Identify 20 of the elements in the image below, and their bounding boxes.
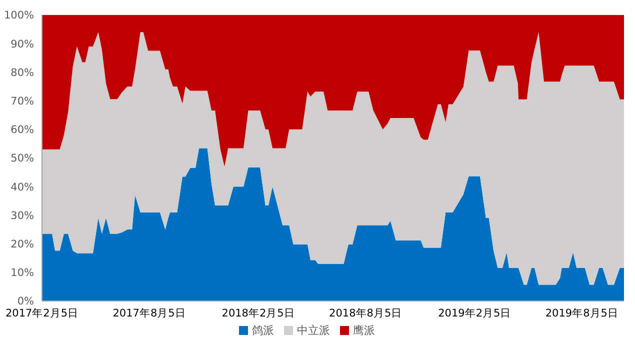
- y-tick-label: 60%: [10, 124, 34, 136]
- x-tick-label: 2019年2月5日: [438, 307, 512, 320]
- y-tick-label: 100%: [4, 10, 34, 22]
- y-tick-label: 30%: [10, 210, 34, 222]
- y-tick-label: 90%: [10, 38, 34, 50]
- legend-label: 中立派: [297, 324, 330, 337]
- y-tick-label: 40%: [10, 181, 34, 194]
- x-tick-label: 2019年8月5日: [545, 307, 618, 320]
- x-tick-label: 2018年2月5日: [222, 307, 295, 320]
- y-tick-label: 10%: [10, 267, 34, 280]
- y-tick-label: 80%: [10, 66, 34, 79]
- y-tick-label: 50%: [10, 152, 34, 165]
- x-tick-label: 2017年2月5日: [5, 307, 79, 320]
- y-tick-label: 70%: [10, 96, 34, 108]
- legend-label: 鸽派: [252, 324, 274, 337]
- x-tick-label: 2017年8月5日: [112, 307, 186, 320]
- y-tick-label: 0%: [17, 296, 34, 308]
- legend-label: 鹰派: [353, 324, 375, 337]
- x-tick-label: 2018年8月5日: [329, 307, 402, 320]
- y-tick-label: 20%: [10, 238, 34, 251]
